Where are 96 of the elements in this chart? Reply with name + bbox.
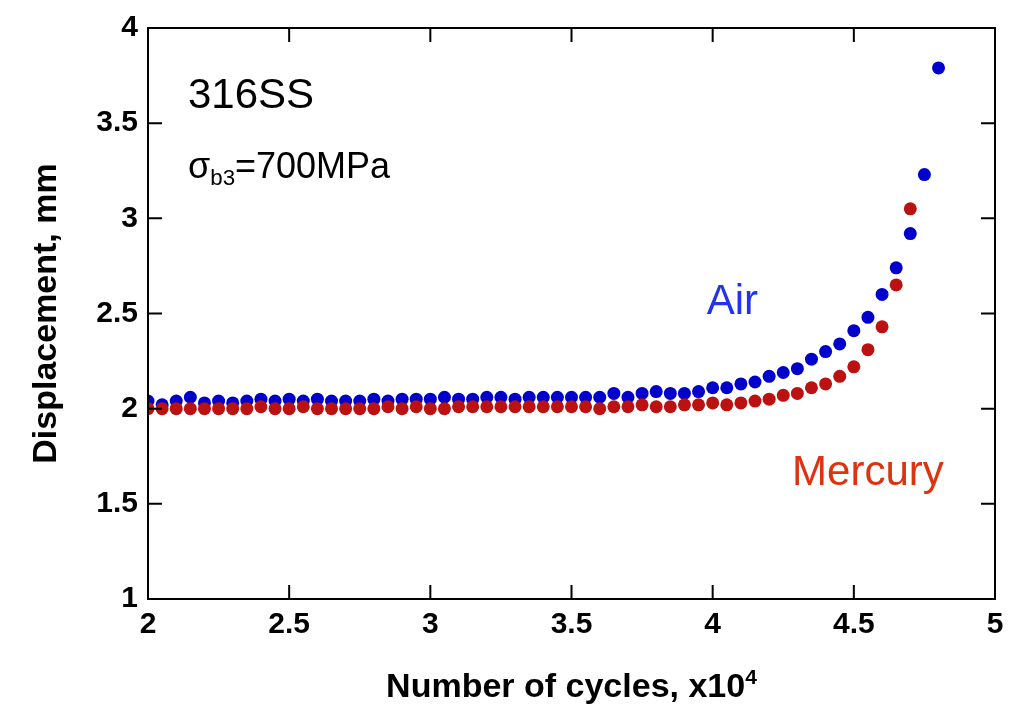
y-axis-title: Displacement, mm: [25, 163, 63, 464]
point: [212, 402, 226, 416]
point: [903, 227, 917, 241]
point: [197, 402, 211, 416]
point: [536, 400, 550, 414]
point: [437, 402, 451, 416]
x-tick-label: 4.5: [832, 606, 875, 640]
point: [423, 402, 437, 416]
point: [183, 402, 197, 416]
y-tick-label: 1.5: [96, 485, 138, 519]
point: [480, 400, 494, 414]
point: [692, 398, 706, 412]
point: [522, 400, 536, 414]
point: [706, 381, 720, 395]
point: [339, 402, 353, 416]
point: [635, 398, 649, 412]
point: [677, 386, 691, 400]
point: [550, 400, 564, 414]
point: [790, 386, 804, 400]
point: [762, 392, 776, 406]
point: [183, 390, 197, 404]
point: [720, 381, 734, 395]
y-tick-label: 3: [121, 199, 138, 233]
point: [508, 400, 522, 414]
point: [494, 400, 508, 414]
point: [452, 400, 466, 414]
point: [607, 400, 621, 414]
point: [437, 390, 451, 404]
point: [847, 324, 861, 338]
y-tick-label: 2.5: [96, 294, 138, 328]
point: [847, 360, 861, 374]
x-tick-label: 4: [704, 606, 722, 640]
y-tick-label: 2: [121, 389, 138, 423]
x-tick-label: 5: [986, 606, 1004, 640]
point: [607, 386, 621, 400]
point: [466, 400, 480, 414]
point: [932, 61, 946, 75]
point: [367, 402, 381, 416]
point: [325, 402, 339, 416]
point: [663, 386, 677, 400]
point: [748, 375, 762, 389]
point: [282, 402, 296, 416]
y-tick-label: 1: [121, 580, 138, 614]
point: [861, 310, 875, 324]
point: [649, 385, 663, 399]
point: [889, 278, 903, 292]
point: [593, 402, 607, 416]
point: [748, 394, 762, 408]
point: [649, 400, 663, 414]
point: [804, 381, 818, 395]
point: [833, 337, 847, 351]
point: [268, 402, 282, 416]
point: [240, 402, 254, 416]
point: [409, 400, 423, 414]
point: [395, 402, 409, 416]
series-label: Mercury: [792, 446, 944, 494]
point: [692, 385, 706, 399]
point: [296, 400, 310, 414]
point: [593, 390, 607, 404]
point: [917, 168, 931, 182]
point: [706, 396, 720, 410]
point: [790, 362, 804, 376]
point: [776, 366, 790, 379]
y-tick-label: 4: [121, 9, 139, 43]
x-tick-label: 3.5: [550, 606, 593, 640]
point: [635, 386, 649, 400]
x-tick-label: 2.5: [268, 606, 311, 640]
series-label: Air: [706, 275, 759, 323]
point: [819, 377, 833, 391]
point: [734, 396, 748, 410]
point: [663, 400, 677, 414]
point: [889, 261, 903, 275]
point: [861, 343, 875, 357]
point: [226, 402, 240, 416]
point: [565, 400, 578, 414]
point: [804, 352, 818, 366]
point: [762, 369, 776, 383]
annotation: 316SS: [188, 70, 315, 117]
y-tick-label: 3.5: [96, 104, 138, 138]
point: [579, 400, 593, 414]
point: [381, 400, 395, 414]
point: [819, 345, 833, 359]
point: [734, 377, 748, 391]
point: [776, 388, 790, 402]
point: [310, 402, 324, 416]
point: [254, 400, 268, 414]
point: [875, 320, 889, 334]
point: [621, 400, 635, 414]
point: [169, 402, 183, 416]
point: [833, 369, 847, 383]
point: [875, 287, 889, 301]
x-tick-label: 3: [421, 606, 439, 640]
point: [903, 202, 917, 216]
point: [720, 398, 734, 412]
point: [353, 402, 367, 416]
point: [677, 398, 691, 412]
